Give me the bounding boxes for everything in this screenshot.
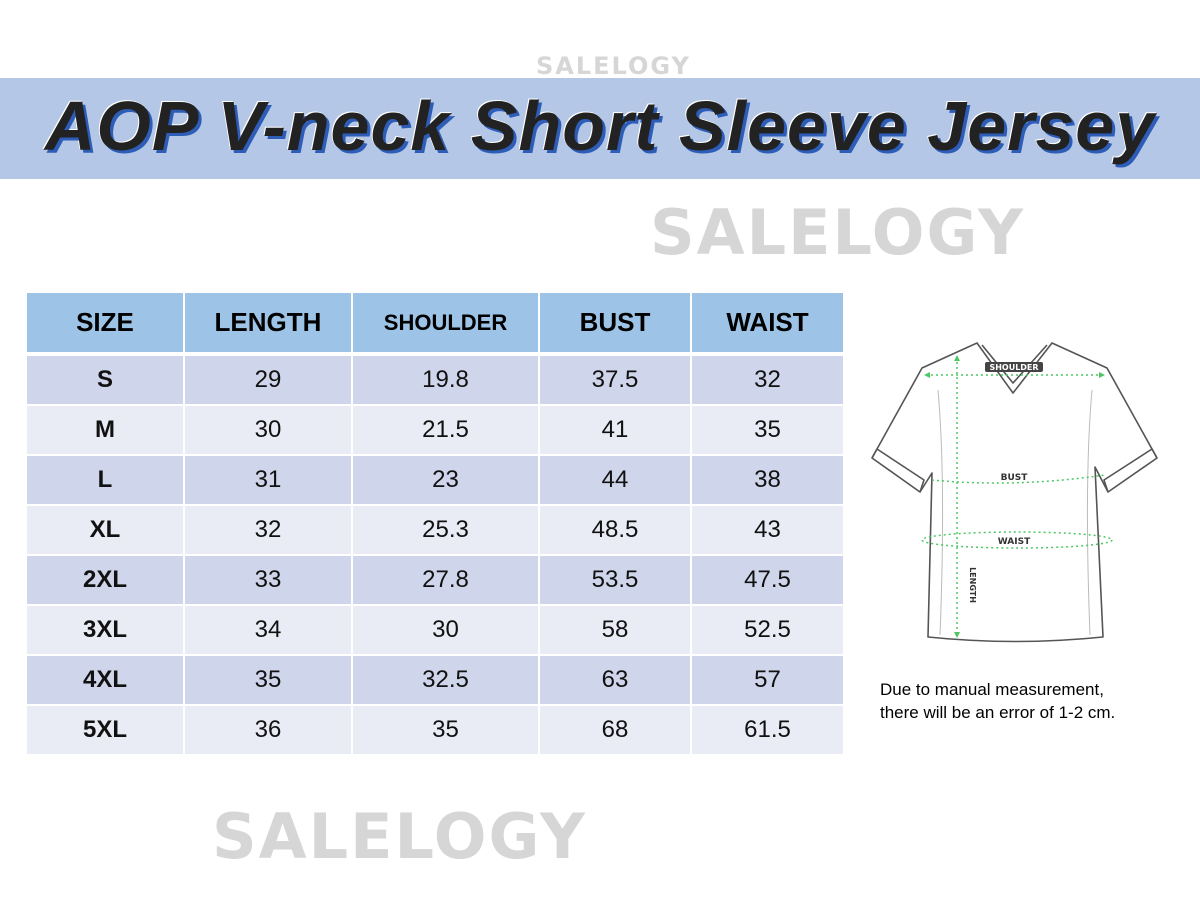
table-row: M 30 21.5 41 35 bbox=[27, 406, 843, 456]
cell-size: 3XL bbox=[27, 606, 185, 656]
cell-size: L bbox=[27, 456, 185, 506]
shirt-measurement-diagram: SHOULDER BUST WAIST LENGTH bbox=[871, 342, 1158, 643]
note-line: Due to manual measurement, bbox=[880, 680, 1104, 699]
cell-bust: 44 bbox=[540, 456, 692, 506]
table-row: 4XL 35 32.5 63 57 bbox=[27, 656, 843, 706]
table-row: 2XL 33 27.8 53.5 47.5 bbox=[27, 556, 843, 606]
cell-bust: 53.5 bbox=[540, 556, 692, 606]
size-chart-table: SIZE LENGTH SHOULDER BUST WAIST S 29 19.8 3… bbox=[27, 293, 843, 756]
cell-shoulder: 23 bbox=[353, 456, 540, 506]
cell-length: 35 bbox=[185, 656, 353, 706]
waist-measure-line bbox=[921, 531, 1113, 549]
cell-size: 2XL bbox=[27, 556, 185, 606]
cell-waist: 57 bbox=[692, 656, 843, 706]
shirt-outline bbox=[871, 342, 1158, 643]
cell-waist: 38 bbox=[692, 456, 843, 506]
cell-size: S bbox=[27, 356, 185, 406]
note-line: there will be an error of 1-2 cm. bbox=[880, 703, 1116, 722]
cell-length: 34 bbox=[185, 606, 353, 656]
cell-waist: 35 bbox=[692, 406, 843, 456]
watermark-logo: SALELOGY bbox=[650, 196, 1025, 269]
header-size: SIZE bbox=[27, 293, 185, 356]
cell-length: 29 bbox=[185, 356, 353, 406]
cell-waist: 52.5 bbox=[692, 606, 843, 656]
length-label: LENGTH bbox=[968, 567, 977, 603]
table-row: 5XL 36 35 68 61.5 bbox=[27, 706, 843, 756]
shoulder-label: SHOULDER bbox=[989, 363, 1038, 372]
cell-waist: 47.5 bbox=[692, 556, 843, 606]
cell-size: M bbox=[27, 406, 185, 456]
cell-shoulder: 27.8 bbox=[353, 556, 540, 606]
header-shoulder: SHOULDER bbox=[353, 293, 540, 356]
table-row: 3XL 34 30 58 52.5 bbox=[27, 606, 843, 656]
cell-waist: 61.5 bbox=[692, 706, 843, 756]
header-bust: BUST bbox=[540, 293, 692, 356]
cell-bust: 58 bbox=[540, 606, 692, 656]
title-banner bbox=[0, 78, 1200, 179]
cell-bust: 63 bbox=[540, 656, 692, 706]
table-row: XL 32 25.3 48.5 43 bbox=[27, 506, 843, 556]
cell-size: 5XL bbox=[27, 706, 185, 756]
cell-shoulder: 21.5 bbox=[353, 406, 540, 456]
cell-bust: 41 bbox=[540, 406, 692, 456]
cell-waist: 43 bbox=[692, 506, 843, 556]
watermark-logo: SALELOGY bbox=[212, 800, 587, 873]
cell-shoulder: 32.5 bbox=[353, 656, 540, 706]
cell-length: 31 bbox=[185, 456, 353, 506]
bust-measure-line bbox=[931, 474, 1106, 484]
cell-waist: 32 bbox=[692, 356, 843, 406]
cell-bust: 48.5 bbox=[540, 506, 692, 556]
header-length: LENGTH bbox=[185, 293, 353, 356]
cell-size: 4XL bbox=[27, 656, 185, 706]
cell-shoulder: 35 bbox=[353, 706, 540, 756]
table-header-row: SIZE LENGTH SHOULDER BUST WAIST bbox=[27, 293, 843, 356]
cell-shoulder: 19.8 bbox=[353, 356, 540, 406]
table-row: L 31 23 44 38 bbox=[27, 456, 843, 506]
cell-bust: 37.5 bbox=[540, 356, 692, 406]
bust-label: BUST bbox=[1001, 473, 1029, 483]
cell-bust: 68 bbox=[540, 706, 692, 756]
waist-label: WAIST bbox=[998, 537, 1031, 547]
watermark-logo: SALELOGY bbox=[536, 52, 691, 80]
header-waist: WAIST bbox=[692, 293, 843, 356]
cell-size: XL bbox=[27, 506, 185, 556]
measurement-note: Due to manual measurement, there will be… bbox=[880, 678, 1115, 724]
cell-shoulder: 25.3 bbox=[353, 506, 540, 556]
table-row: S 29 19.8 37.5 32 bbox=[27, 356, 843, 406]
cell-shoulder: 30 bbox=[353, 606, 540, 656]
page-title: AOP V-neck Short Sleeve Jersey bbox=[44, 87, 1156, 165]
cell-length: 32 bbox=[185, 506, 353, 556]
cell-length: 30 bbox=[185, 406, 353, 456]
cell-length: 36 bbox=[185, 706, 353, 756]
cell-length: 33 bbox=[185, 556, 353, 606]
